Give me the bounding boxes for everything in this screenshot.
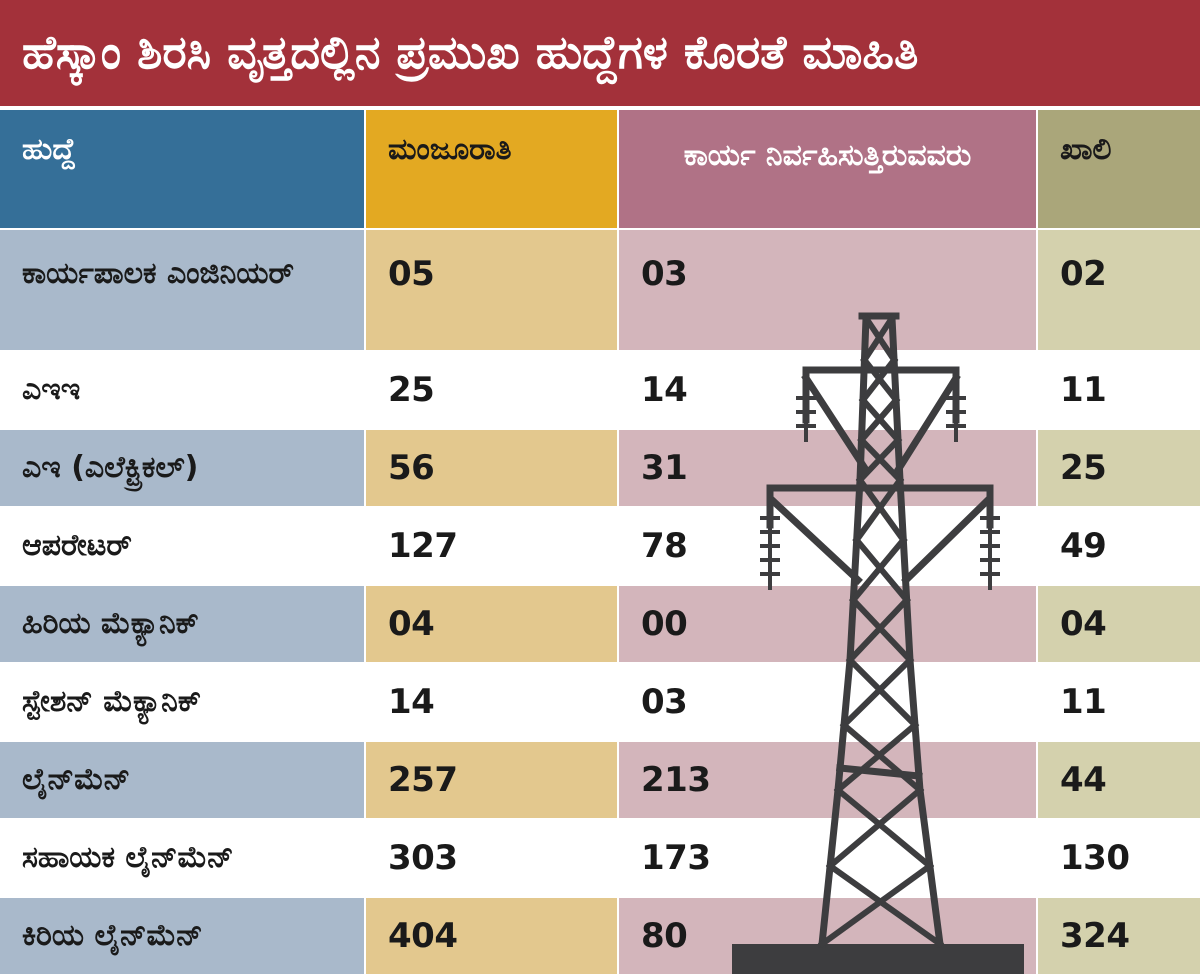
table-cell-vacant-6: 11 — [1038, 664, 1200, 740]
table-cell-working-9: 80 — [619, 898, 1036, 974]
table-cell-working-2: 14 — [619, 352, 1036, 428]
table-cell-vacant-7: 44 — [1038, 742, 1200, 818]
table-cell-sanctioned-1: 05 — [366, 230, 617, 350]
title-bar: ಹೆಸ್ಕಾಂ ಶಿರಸಿ ವೃತ್ತದಲ್ಲಿನ ಪ್ರಮುಖ ಹುದ್ದೆಗ… — [0, 0, 1200, 106]
table-cell-sanctioned-9: 404 — [366, 898, 617, 974]
column-header-2: ಮಂಜೂರಾತಿ — [366, 110, 617, 228]
table-cell-vacant-2: 11 — [1038, 352, 1200, 428]
table-cell-working-1: 03 — [619, 230, 1036, 350]
table-cell-vacant-3: 25 — [1038, 430, 1200, 506]
chart-title: ಹೆಸ್ಕಾಂ ಶಿರಸಿ ವೃತ್ತದಲ್ಲಿನ ಪ್ರಮುಖ ಹುದ್ದೆಗ… — [22, 25, 919, 79]
row-label-6: ಸ್ಟೇಶನ್ ಮೆಕ್ಯಾನಿಕ್ — [0, 664, 364, 740]
table-cell-sanctioned-8: 303 — [366, 820, 617, 896]
table-cell-vacant-8: 130 — [1038, 820, 1200, 896]
table-cell-working-3: 31 — [619, 430, 1036, 506]
column-header-4: ಖಾಲಿ — [1038, 110, 1200, 228]
table-cell-working-6: 03 — [619, 664, 1036, 740]
table-cell-vacant-5: 04 — [1038, 586, 1200, 662]
row-label-1: ಕಾರ್ಯಪಾಲಕ ಎಂಜಿನಿಯರ್ — [0, 230, 364, 350]
column-header-1: ಹುದ್ದೆ — [0, 110, 364, 228]
table-cell-working-5: 00 — [619, 586, 1036, 662]
row-label-9: ಕಿರಿಯ ಲೈನ್‌ಮೆನ್ — [0, 898, 364, 974]
row-label-8: ಸಹಾಯಕ ಲೈನ್‌ಮೆನ್ — [0, 820, 364, 896]
table-cell-sanctioned-7: 257 — [366, 742, 617, 818]
table-cell-working-7: 213 — [619, 742, 1036, 818]
table-cell-sanctioned-6: 14 — [366, 664, 617, 740]
table-cell-sanctioned-5: 04 — [366, 586, 617, 662]
table-cell-working-8: 173 — [619, 820, 1036, 896]
table-cell-sanctioned-4: 127 — [366, 508, 617, 584]
row-label-4: ಆಪರೇಟರ್ — [0, 508, 364, 584]
row-label-2: ಎಇಇ — [0, 352, 364, 428]
table-cell-sanctioned-3: 56 — [366, 430, 617, 506]
row-label-7: ಲೈನ್‌ಮೆನ್ — [0, 742, 364, 818]
table-cell-vacant-9: 324 — [1038, 898, 1200, 974]
row-label-3: ಎಇ (ಎಲೆಕ್ಟ್ರಿಕಲ್) — [0, 430, 364, 506]
table-cell-vacant-1: 02 — [1038, 230, 1200, 350]
table-cell-vacant-4: 49 — [1038, 508, 1200, 584]
column-header-3: ಕಾರ್ಯ ನಿರ್ವಹಿಸುತ್ತಿರುವವರು — [619, 110, 1036, 228]
table-cell-sanctioned-2: 25 — [366, 352, 617, 428]
table-cell-working-4: 78 — [619, 508, 1036, 584]
row-label-5: ಹಿರಿಯ ಮೆಕ್ಯಾನಿಕ್ — [0, 586, 364, 662]
